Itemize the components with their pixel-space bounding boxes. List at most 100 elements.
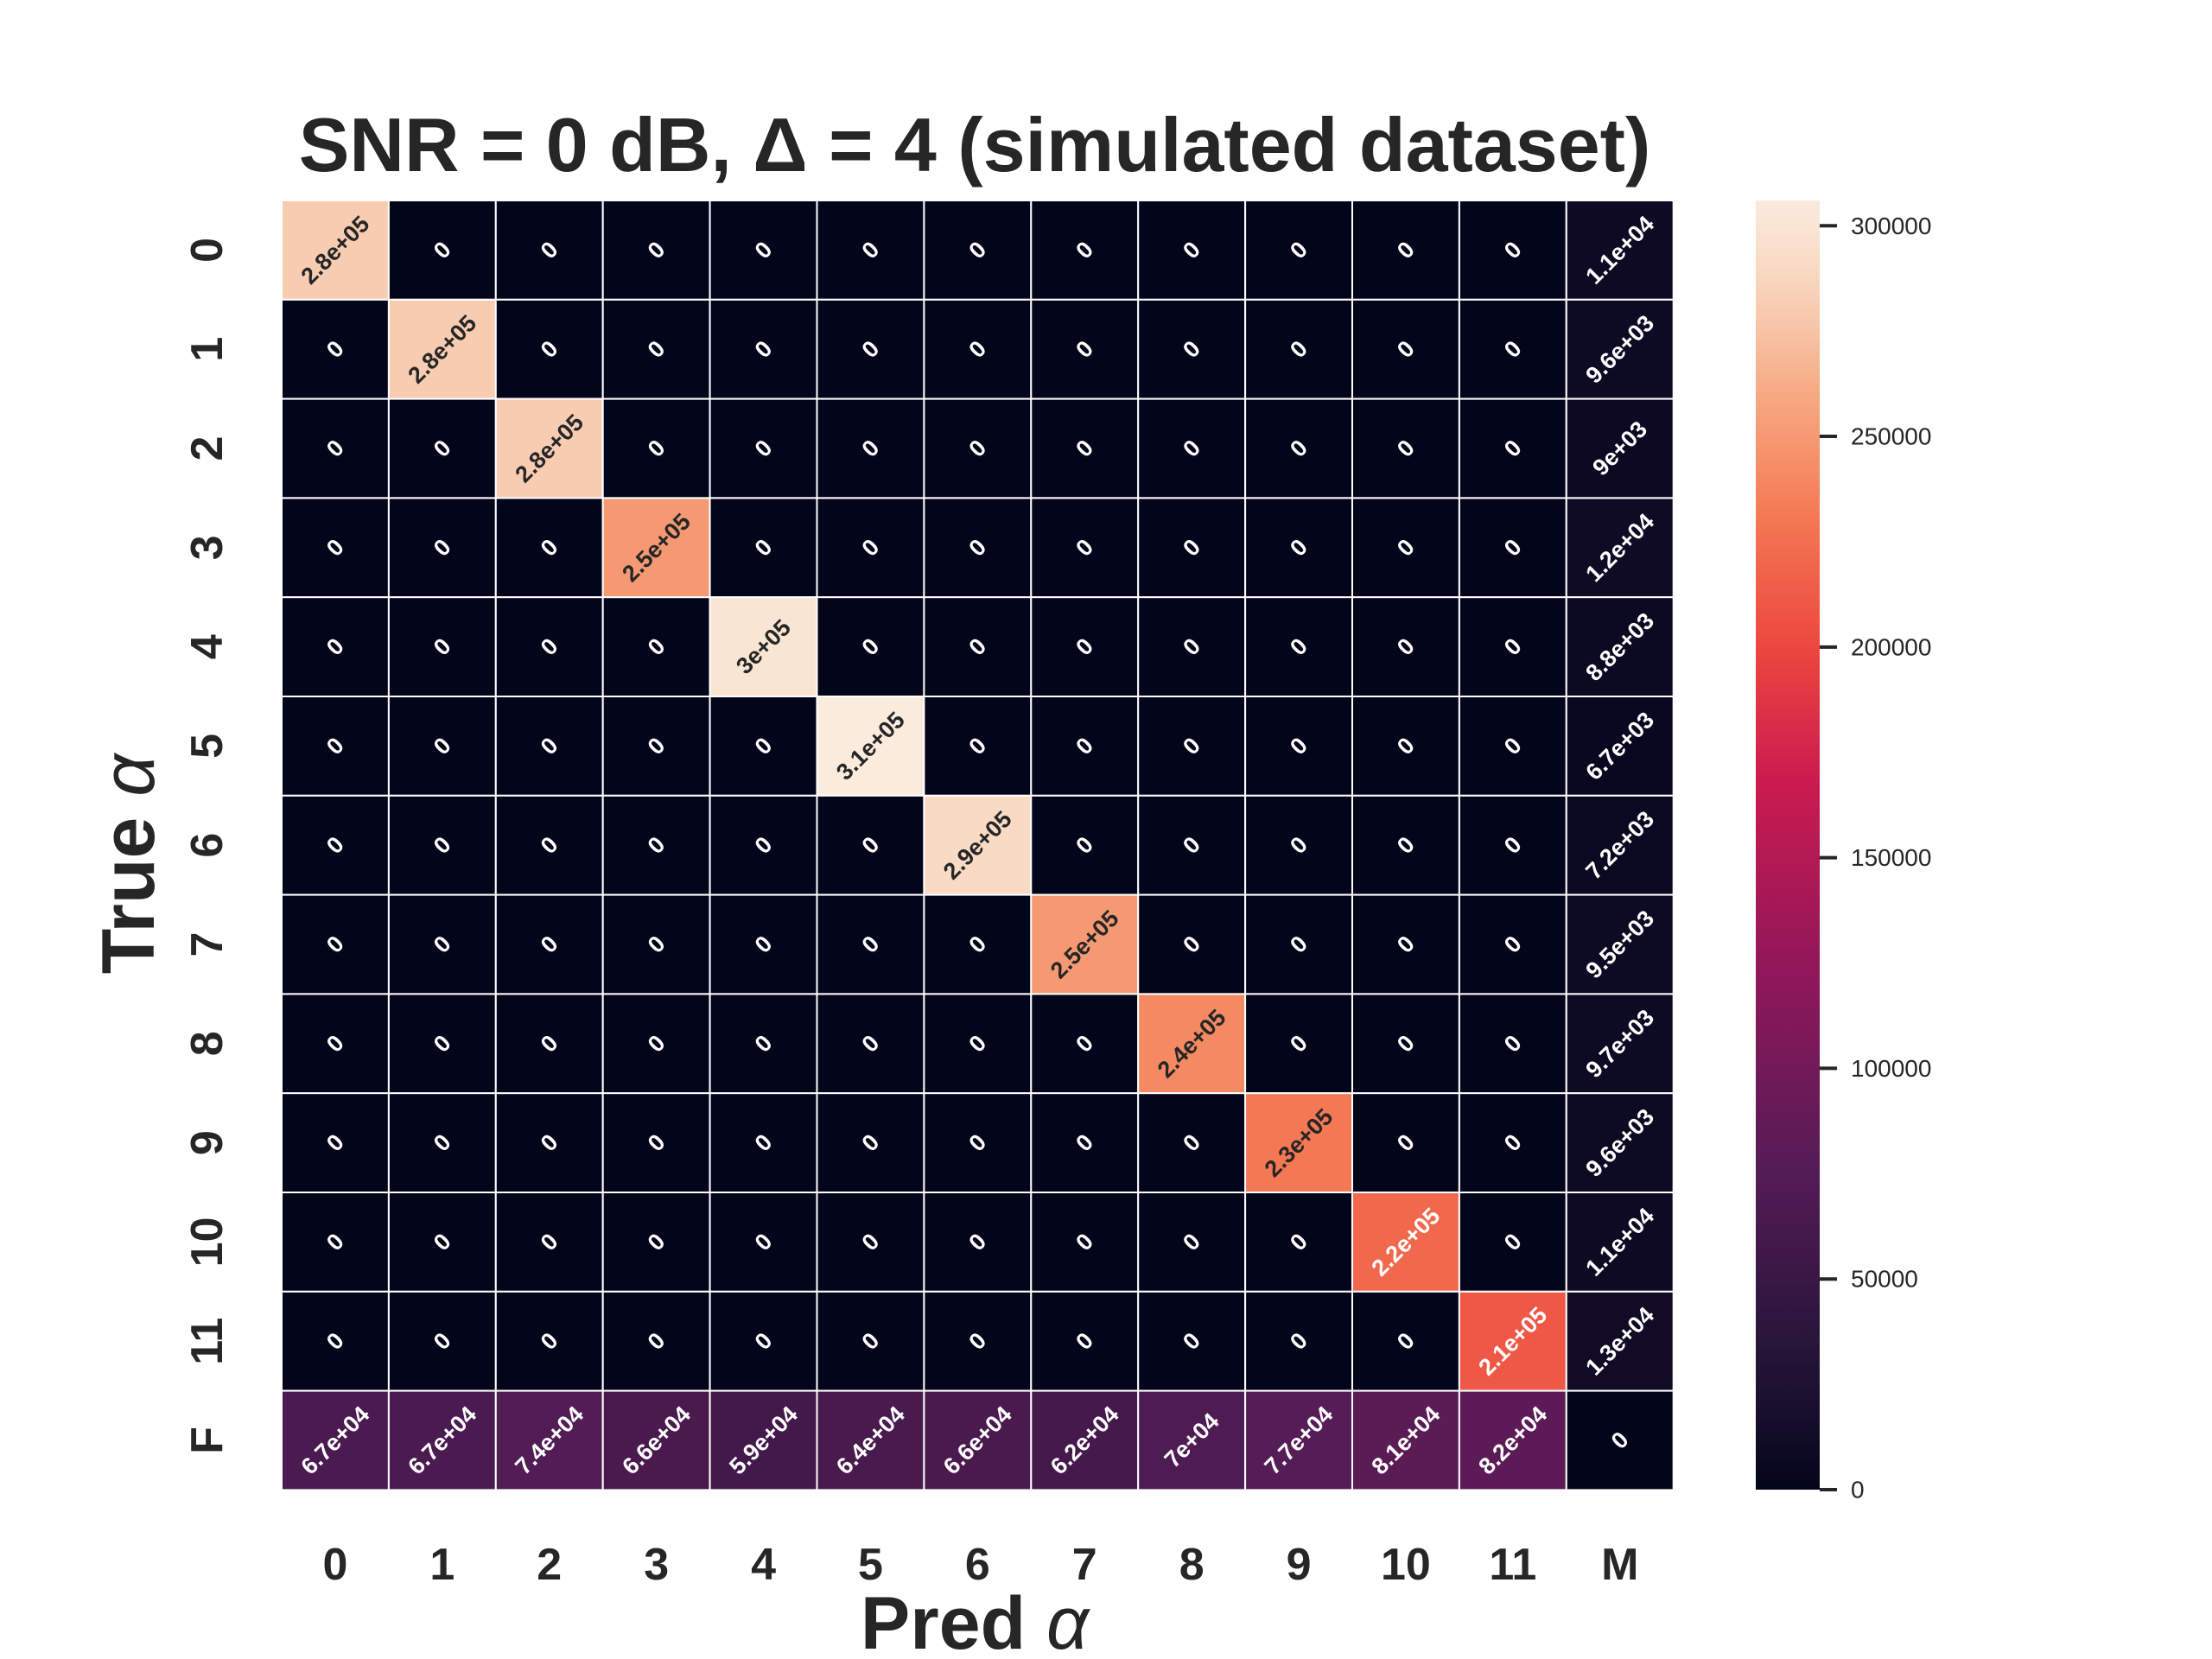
heatmap-cell (494, 200, 604, 301)
y-tick-label: 1 (182, 337, 232, 362)
heatmap-cell (923, 596, 1033, 698)
heatmap-cell (1351, 794, 1460, 896)
x-tick-label: 0 (322, 1540, 347, 1590)
heatmap-cell (923, 1389, 1033, 1491)
heatmap-cell (1351, 1092, 1460, 1193)
heatmap-cell (1137, 1192, 1247, 1293)
colorbar-tick-label: 0 (1851, 1477, 1865, 1503)
heatmap-cell (1244, 200, 1353, 301)
colorbar-tick-label: 150000 (1851, 844, 1931, 871)
x-axis-label: Pred α (861, 1582, 1091, 1659)
heatmap-cell (816, 200, 925, 301)
heatmap-cell (709, 1092, 818, 1193)
y-tick-label: 11 (182, 1318, 232, 1365)
heatmap-cell (387, 397, 497, 499)
heatmap-cell (281, 696, 390, 797)
heatmap-cell (709, 893, 818, 995)
heatmap-cell (1244, 696, 1353, 797)
y-tick-label: 3 (182, 535, 232, 560)
x-tick-label: 3 (644, 1540, 669, 1590)
heatmap-cell (1244, 794, 1353, 896)
heatmap-cell (1030, 1192, 1140, 1293)
colorbar-tick-label: 100000 (1851, 1055, 1931, 1082)
heatmap-cell (1030, 893, 1140, 995)
heatmap-cell (1565, 298, 1675, 400)
heatmap-cell (1565, 1192, 1675, 1293)
heatmap-cell (494, 893, 604, 995)
heatmap-cell (1351, 1290, 1460, 1392)
heatmap-cell (816, 1389, 925, 1491)
heatmap-cell (601, 794, 711, 896)
heatmap-cell (1565, 794, 1675, 896)
heatmap-cell (1137, 893, 1247, 995)
heatmap-cell (281, 596, 390, 698)
heatmap-cell (923, 497, 1033, 599)
x-tick-label: 4 (751, 1540, 776, 1590)
heatmap-cell (494, 497, 604, 599)
heatmap-cell (1351, 397, 1460, 499)
heatmap-cell (1565, 696, 1675, 797)
heatmap-cell (816, 794, 925, 896)
heatmap-cell (1565, 397, 1675, 499)
x-tick-label: 6 (965, 1540, 990, 1590)
heatmap-cell (601, 497, 711, 599)
heatmap-cell (1030, 497, 1140, 599)
heatmap-cell (494, 1092, 604, 1193)
heatmap-cell (1030, 200, 1140, 301)
heatmap-cell (281, 200, 390, 301)
heatmap-cell (494, 696, 604, 797)
x-axis-label-symbol: α (1046, 1582, 1091, 1659)
x-tick-label: 7 (1072, 1540, 1097, 1590)
heatmap-cell (387, 596, 497, 698)
heatmap-cell (494, 596, 604, 698)
heatmap-cell (494, 1290, 604, 1392)
heatmap-cell (709, 696, 818, 797)
x-tick-label: 1 (429, 1540, 454, 1590)
y-tick-label: 6 (182, 833, 232, 858)
heatmap-cell (816, 497, 925, 599)
heatmap-cell (1137, 993, 1247, 1095)
colorbar-tick-label: 250000 (1851, 423, 1931, 450)
heatmap-cell (601, 596, 711, 698)
heatmap-cell (816, 993, 925, 1095)
heatmap-cell (494, 397, 604, 499)
chart-title: SNR = 0 dB, Δ = 4 (simulated dataset) (299, 102, 1651, 188)
heatmap-cell (1458, 696, 1567, 797)
heatmap-cell (709, 298, 818, 400)
heatmap-cell (1458, 993, 1567, 1095)
y-tick-labels: 0 1 2 3 4 5 6 7 8 9 10 11 F (182, 238, 232, 1454)
heatmap-cell (709, 1192, 818, 1293)
heatmap-cell (1244, 1092, 1353, 1193)
heatmap-cell (816, 1092, 925, 1193)
heatmap-cell (1565, 1290, 1675, 1392)
heatmap-cell (923, 696, 1033, 797)
y-tick-label: 8 (182, 1031, 232, 1056)
heatmap-cell (1458, 596, 1567, 698)
heatmap-cell (1244, 397, 1353, 499)
heatmap-cell (494, 298, 604, 400)
heatmap-cell (281, 993, 390, 1095)
heatmap-cell (1137, 497, 1247, 599)
heatmap-cell (1030, 1290, 1140, 1392)
heatmap-cell (281, 1192, 390, 1293)
heatmap-cell (1030, 298, 1140, 400)
heatmap-cell (1137, 696, 1247, 797)
x-tick-label: 5 (858, 1540, 883, 1590)
heatmap-cell (1458, 1092, 1567, 1193)
heatmap-cell (923, 1092, 1033, 1193)
heatmap-cell (601, 893, 711, 995)
heatmap-cell (1458, 1192, 1567, 1293)
y-tick-label: 2 (182, 436, 232, 461)
heatmap-cell (281, 397, 390, 499)
heatmap-cell (387, 1092, 497, 1193)
y-axis-label: True α (87, 752, 170, 975)
heatmap-cell (1351, 1389, 1460, 1491)
heatmap-cell (1030, 993, 1140, 1095)
heatmap-cell (923, 298, 1033, 400)
heatmap-cell (1458, 497, 1567, 599)
y-tick-label: 0 (182, 238, 232, 263)
heatmap-cell (281, 497, 390, 599)
heatmap-cell (601, 298, 711, 400)
heatmap-cell (601, 696, 711, 797)
